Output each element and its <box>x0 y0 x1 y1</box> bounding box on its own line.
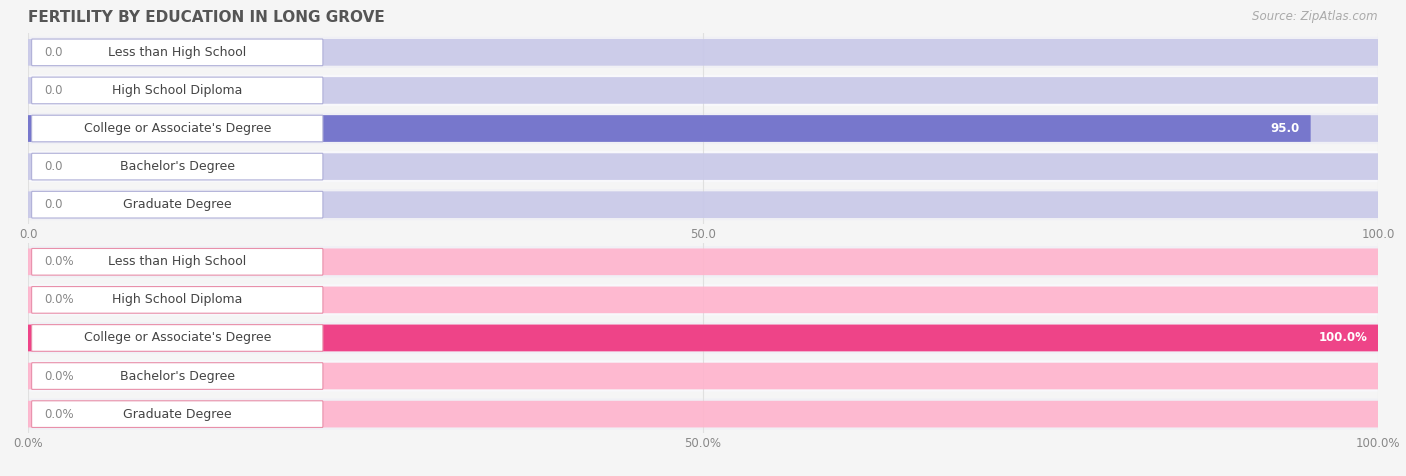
FancyBboxPatch shape <box>31 248 323 275</box>
Text: 0.0: 0.0 <box>45 198 63 211</box>
Text: College or Associate's Degree: College or Associate's Degree <box>83 331 271 345</box>
Text: 0.0: 0.0 <box>45 160 63 173</box>
Text: FERTILITY BY EDUCATION IN LONG GROVE: FERTILITY BY EDUCATION IN LONG GROVE <box>28 10 385 25</box>
Text: 0.0%: 0.0% <box>45 407 75 421</box>
Text: Graduate Degree: Graduate Degree <box>122 198 232 211</box>
Text: 0.0%: 0.0% <box>45 369 75 383</box>
Text: 0.0%: 0.0% <box>45 293 75 307</box>
FancyBboxPatch shape <box>28 287 1378 313</box>
FancyBboxPatch shape <box>28 37 1378 68</box>
FancyBboxPatch shape <box>28 398 1378 430</box>
FancyBboxPatch shape <box>28 39 1378 66</box>
Text: High School Diploma: High School Diploma <box>112 293 242 307</box>
FancyBboxPatch shape <box>31 363 323 389</box>
Text: 0.0%: 0.0% <box>45 255 75 268</box>
Text: High School Diploma: High School Diploma <box>112 84 242 97</box>
FancyBboxPatch shape <box>28 246 1378 278</box>
FancyBboxPatch shape <box>31 77 323 104</box>
FancyBboxPatch shape <box>31 153 323 180</box>
Text: 0.0: 0.0 <box>45 84 63 97</box>
FancyBboxPatch shape <box>28 360 1378 392</box>
FancyBboxPatch shape <box>28 191 1378 218</box>
FancyBboxPatch shape <box>28 115 1378 142</box>
FancyBboxPatch shape <box>31 39 323 66</box>
Text: Less than High School: Less than High School <box>108 46 246 59</box>
FancyBboxPatch shape <box>28 77 1378 104</box>
FancyBboxPatch shape <box>28 113 1378 144</box>
FancyBboxPatch shape <box>31 115 323 142</box>
FancyBboxPatch shape <box>28 284 1378 316</box>
Text: Source: ZipAtlas.com: Source: ZipAtlas.com <box>1253 10 1378 22</box>
FancyBboxPatch shape <box>28 189 1378 220</box>
Text: 95.0: 95.0 <box>1271 122 1299 135</box>
FancyBboxPatch shape <box>31 325 323 351</box>
Text: 0.0: 0.0 <box>45 46 63 59</box>
FancyBboxPatch shape <box>28 322 1378 354</box>
Text: Graduate Degree: Graduate Degree <box>122 407 232 421</box>
FancyBboxPatch shape <box>31 401 323 427</box>
FancyBboxPatch shape <box>28 401 1378 427</box>
FancyBboxPatch shape <box>28 153 1378 180</box>
FancyBboxPatch shape <box>28 325 1378 351</box>
Text: 100.0%: 100.0% <box>1319 331 1367 345</box>
FancyBboxPatch shape <box>28 75 1378 106</box>
Text: Less than High School: Less than High School <box>108 255 246 268</box>
FancyBboxPatch shape <box>31 191 323 218</box>
Text: Bachelor's Degree: Bachelor's Degree <box>120 160 235 173</box>
FancyBboxPatch shape <box>31 287 323 313</box>
FancyBboxPatch shape <box>28 248 1378 275</box>
Text: Bachelor's Degree: Bachelor's Degree <box>120 369 235 383</box>
FancyBboxPatch shape <box>28 115 1310 142</box>
FancyBboxPatch shape <box>28 363 1378 389</box>
FancyBboxPatch shape <box>28 151 1378 182</box>
FancyBboxPatch shape <box>28 325 1378 351</box>
Text: College or Associate's Degree: College or Associate's Degree <box>83 122 271 135</box>
